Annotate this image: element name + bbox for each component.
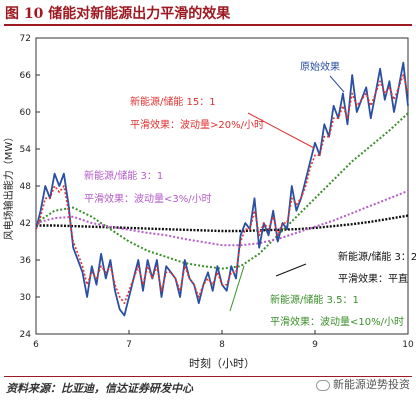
- annotation-s15: 平滑效果：波动量>20%/小时: [130, 118, 264, 131]
- x-tick-label: 8: [219, 340, 225, 350]
- annotation-arrow-raw: [329, 75, 345, 93]
- source-divider: [4, 376, 412, 377]
- source-note: 资料来源：比亚迪，信达证券研发中心: [6, 382, 193, 395]
- watermark-label: 新能源逆势投资: [333, 378, 410, 391]
- annotation-s3: 新能源/储能 3：1: [84, 169, 163, 182]
- chart-area: 24 30 36 42 48 54 60 66 72 6 7 8 9 10 时刻（小时） 风电场输出能力（MW…: [0, 28, 416, 372]
- annotation-s15: 新能源/储能 15：1: [130, 95, 216, 108]
- y-tick-label: 36: [20, 256, 32, 266]
- y-tick-label: 24: [20, 330, 32, 340]
- series-line-s35: [35, 112, 409, 270]
- y-axis-title: 风电场输出能力（MW）: [2, 132, 15, 241]
- y-tick-label: 30: [20, 293, 32, 303]
- line-chart: 24 30 36 42 48 54 60 66 72 6 7 8 9 10 时刻（小时） 风电场输出能力（MW…: [2, 34, 416, 370]
- y-tick-label: 42: [20, 219, 31, 229]
- y-tick-label: 60: [20, 108, 32, 118]
- y-tick-label: 72: [20, 34, 31, 44]
- annotation-s3: 平滑效果：波动量<3%/小时: [84, 192, 212, 205]
- annotation-arrow-s35: [229, 265, 245, 312]
- annotation-s32: 新能源/储能 3：2: [338, 250, 416, 263]
- series-line-s32: [36, 214, 409, 233]
- y-tick-label: 66: [20, 71, 32, 81]
- annotation-s35: 平滑效果：波动量<10%/小时: [270, 315, 404, 328]
- wechat-icon: [316, 379, 330, 391]
- annotation-s35: 新能源/储能 3.5：1: [270, 293, 359, 306]
- watermark: 新能源逆势投资: [316, 376, 410, 392]
- figure-header: 图 10 储能对新能源出力平滑的效果: [0, 0, 416, 26]
- x-tick-label: 10: [402, 340, 414, 350]
- annotation-s32: 平滑效果：平直: [338, 272, 408, 285]
- y-tick-label: 54: [20, 145, 32, 155]
- y-tick-label: 48: [20, 182, 32, 192]
- annotation-arrow-s32: [275, 263, 307, 277]
- x-tick-label: 7: [126, 340, 132, 350]
- series-line-s3: [35, 189, 409, 247]
- title-divider: [4, 24, 412, 26]
- annotation-arrow-s15: [247, 112, 315, 149]
- figure-title: 图 10 储能对新能源出力平滑的效果: [5, 6, 231, 22]
- x-tick-label: 6: [33, 340, 39, 350]
- x-tick-label: 9: [312, 340, 318, 350]
- series-line-s15: [35, 74, 409, 305]
- x-axis-title: 时刻（小时）: [189, 356, 255, 370]
- annotation-raw: 原始效果: [300, 60, 340, 73]
